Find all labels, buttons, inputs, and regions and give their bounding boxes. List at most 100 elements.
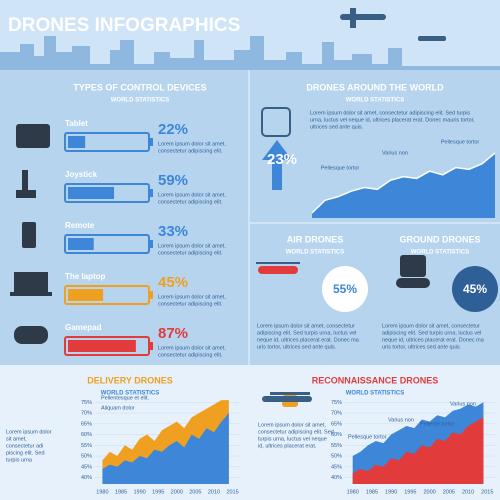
body-text: sit amet, bbox=[6, 436, 27, 442]
divider bbox=[248, 70, 250, 365]
x-tick-label: 2005 bbox=[189, 489, 201, 495]
x-tick-label: 2000 bbox=[423, 489, 435, 495]
y-tick-label: 75% bbox=[331, 400, 342, 406]
y-tick-label: 50% bbox=[331, 454, 342, 460]
annotation: Aliquam dolor bbox=[101, 405, 135, 411]
body-text: adipiscing elit. Sed turpis urna, luctus… bbox=[257, 330, 356, 336]
body-text: neque id, ultrices placerat erat. Donec … bbox=[382, 337, 485, 343]
annotation: Varius non bbox=[382, 150, 408, 156]
body-text: consectetur adipiscing elit. bbox=[158, 199, 223, 205]
y-tick-label: 45% bbox=[81, 464, 92, 470]
x-tick-label: 2015 bbox=[226, 489, 238, 495]
stat-circle bbox=[452, 266, 498, 312]
y-tick-label: 60% bbox=[331, 432, 342, 438]
drone-icons bbox=[256, 8, 446, 407]
device-percent: 87% bbox=[158, 325, 188, 342]
x-tick-label: 2005 bbox=[443, 489, 455, 495]
section-subtitle: WORLD STATISTICS bbox=[411, 250, 469, 256]
section-title: RECONNAISSANCE DRONES bbox=[312, 375, 439, 385]
page-title: DRONES INFOGRAPHICS bbox=[8, 15, 240, 36]
x-tick-label: 1980 bbox=[96, 489, 108, 495]
area bbox=[352, 417, 484, 484]
skyline bbox=[0, 36, 500, 70]
device-icons bbox=[10, 124, 52, 344]
body-text: Lorem ipsum dolor sit amet, bbox=[158, 294, 226, 300]
stat-percent: 45% bbox=[463, 282, 487, 296]
body-text: adipiscing elit. Sed turpis urna, luctus… bbox=[382, 330, 481, 336]
device-name: The laptop bbox=[65, 272, 106, 281]
annotation: Varius non bbox=[388, 417, 414, 423]
battery-fill bbox=[68, 238, 94, 250]
body-text: Lorem ipsum dolor sit amet, consectetur bbox=[257, 323, 355, 329]
body-text: id, ultrices placerat erat. bbox=[258, 443, 317, 449]
stat-percent: 55% bbox=[333, 282, 357, 296]
battery-fill bbox=[68, 340, 136, 352]
body-text: uris tortor, ultrices sed ante quis. bbox=[382, 344, 462, 350]
y-tick-label: 70% bbox=[81, 411, 92, 417]
device-percent: 45% bbox=[158, 274, 188, 291]
y-tick-label: 55% bbox=[331, 443, 342, 449]
y-tick-label: 60% bbox=[81, 432, 92, 438]
section-title: DRONES AROUND THE WORLD bbox=[306, 82, 444, 92]
battery-fill bbox=[68, 289, 104, 301]
area bbox=[102, 413, 229, 484]
y-tick-label: 40% bbox=[331, 475, 342, 481]
y-tick-label: 55% bbox=[81, 443, 92, 449]
line bbox=[311, 152, 496, 214]
battery-fill bbox=[68, 187, 115, 199]
y-tick-label: 70% bbox=[331, 411, 342, 417]
device-percent: 33% bbox=[158, 223, 188, 240]
device-percent: 22% bbox=[158, 121, 188, 138]
section-title: TYPES OF CONTROL DEVICES bbox=[73, 82, 206, 92]
battery-tip bbox=[149, 291, 153, 299]
body-text: uris tortor, ultrices sed ante quis. bbox=[257, 344, 337, 350]
stat-percent: 23% bbox=[267, 151, 297, 168]
battery-tip bbox=[149, 342, 153, 350]
annotation: Pellesque tortor bbox=[348, 434, 387, 440]
section-subtitle: WORLD STATISTICS bbox=[286, 250, 344, 256]
body-text: consectetur adipiscing elit. bbox=[158, 250, 223, 256]
body-text: turpis urna bbox=[6, 457, 33, 463]
stat-circle bbox=[322, 266, 368, 312]
body-text: urna, luctus vel neque id, ultrices plac… bbox=[310, 117, 475, 123]
battery-tip bbox=[149, 138, 153, 146]
x-tick-label: 1980 bbox=[347, 489, 359, 495]
body-text: Lorem ipsum dolor sit amet, bbox=[158, 345, 226, 351]
divider bbox=[250, 222, 500, 224]
annotation: Pellesque tortor bbox=[441, 139, 480, 145]
device-name: Remote bbox=[65, 221, 95, 230]
annotation: Pellentesque et elit. bbox=[101, 395, 149, 401]
device-name: Gamepad bbox=[65, 323, 102, 332]
body-text: consectetur adipiscing elit. bbox=[158, 352, 223, 358]
section-subtitle: WORLD STATISTICS bbox=[346, 391, 404, 397]
section-title: DELIVERY DRONES bbox=[87, 375, 173, 385]
annotation: Pellente tortor bbox=[420, 421, 454, 427]
x-tick-label: 2015 bbox=[481, 489, 493, 495]
y-tick-label: 65% bbox=[81, 421, 92, 427]
body-text: consectetur adipiscing elit. bbox=[158, 301, 223, 307]
section-subtitle: WORLD STATISTICS bbox=[346, 98, 404, 104]
body-text: Lorem ipsum dolor sit amet, bbox=[158, 141, 226, 147]
device-percent: 59% bbox=[158, 172, 188, 189]
body-text: piscing elit. Sed bbox=[6, 450, 45, 456]
battery-tip bbox=[149, 189, 153, 197]
y-tick-label: 40% bbox=[81, 475, 92, 481]
device-name: Joystick bbox=[65, 170, 98, 179]
device-name: Tablet bbox=[65, 119, 88, 128]
body-text: consectetur adipiscing elit. Sed bbox=[258, 429, 334, 435]
x-tick-label: 1985 bbox=[115, 489, 127, 495]
annotation: Pellesque tortor bbox=[321, 165, 360, 171]
body-text: Lorem ipsum dolor bbox=[6, 429, 52, 435]
body-text: turpis urna, luctus vel neque bbox=[258, 436, 327, 442]
body-text: Lorem ipsum dolor sit amet, bbox=[158, 243, 226, 249]
body-text: Lorem ipsum dolor sit amet, consectetur … bbox=[310, 110, 470, 116]
x-tick-label: 1990 bbox=[133, 489, 145, 495]
x-tick-label: 2000 bbox=[171, 489, 183, 495]
body-text: Lorem ipsum dolor sit amet, bbox=[158, 192, 226, 198]
body-text: neque id, ultrices placerat erat. Donec … bbox=[257, 337, 360, 343]
x-tick-label: 2010 bbox=[208, 489, 220, 495]
battery-fill bbox=[68, 136, 86, 148]
y-tick-label: 45% bbox=[331, 464, 342, 470]
body-text: consectetur adipiscing elit. bbox=[158, 148, 223, 154]
